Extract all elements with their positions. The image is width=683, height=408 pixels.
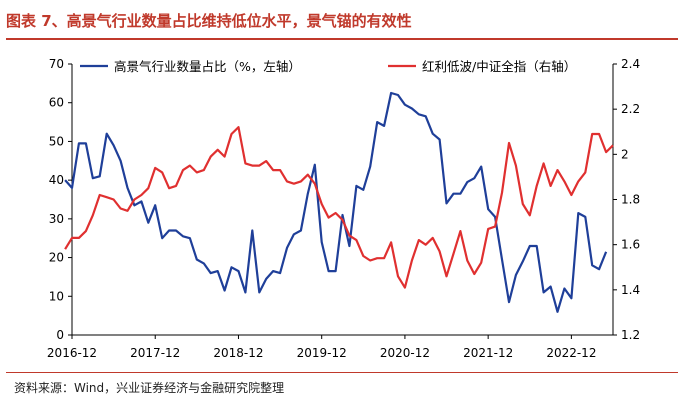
x-tick-label: 2017-12	[130, 346, 180, 360]
x-tick-label: 2022-12	[546, 346, 596, 360]
x-tick-label: 2019-12	[297, 346, 347, 360]
series-lines	[64, 91, 614, 313]
left-tick-label: 30	[49, 212, 64, 226]
right-tick-label: 2	[621, 147, 629, 161]
title-divider	[6, 38, 678, 40]
legend-label-1: 高景气行业数量占比（%，左轴）	[114, 59, 301, 74]
x-tick-label: 2021-12	[463, 346, 513, 360]
left-tick-label: 40	[49, 173, 64, 187]
left-tick-label: 50	[49, 134, 64, 148]
right-tick-label: 1.2	[621, 328, 640, 342]
right-tick-label: 2.2	[621, 102, 640, 116]
left-tick-label: 60	[49, 96, 64, 110]
source-divider	[6, 372, 678, 373]
right-tick-label: 1.8	[621, 193, 640, 207]
x-tick-label: 2018-12	[213, 346, 263, 360]
right-tick-label: 2.4	[621, 57, 640, 71]
left-tick-label: 0	[56, 328, 64, 342]
left-tick-label: 10	[49, 289, 64, 303]
left-tick-label: 20	[49, 251, 64, 265]
legend: 高景气行业数量占比（%，左轴） 红利低波/中证全指（右轴）	[80, 59, 576, 74]
x-tick-label: 2020-12	[380, 346, 430, 360]
series-line-2	[64, 126, 614, 289]
left-tick-label: 70	[49, 57, 64, 71]
source-note: 资料来源：Wind，兴业证券经济与金融研究院整理	[14, 381, 285, 395]
figure-title: 图表 7、高景气行业数量占比维持低位水平，景气锚的有效性	[6, 12, 412, 30]
x-tick-label: 2016-12	[47, 346, 97, 360]
right-tick-label: 1.6	[621, 238, 640, 252]
right-tick-label: 1.4	[621, 283, 640, 297]
axes-group: 0 10 20 30 40 50 60 70 1.2 1.4 1.6 1.8 2 2.2 2.4 2016-1…	[47, 57, 640, 360]
series-line-1	[64, 91, 608, 313]
legend-label-2: 红利低波/中证全指（右轴）	[422, 59, 576, 74]
